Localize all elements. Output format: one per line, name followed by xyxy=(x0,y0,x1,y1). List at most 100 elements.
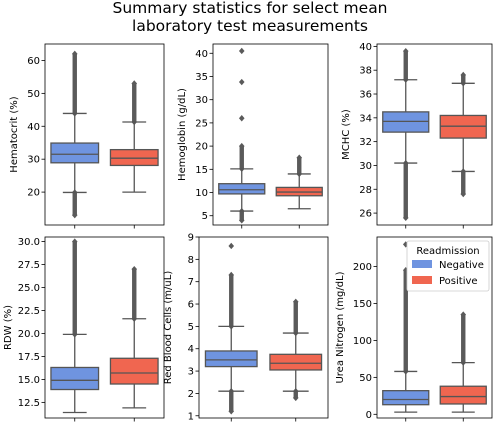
y-tick-label: 30 xyxy=(359,161,372,172)
outlier-band xyxy=(461,171,466,195)
iqr-box xyxy=(218,183,266,195)
outlier-band xyxy=(132,269,137,319)
outlier-point xyxy=(460,190,467,198)
y-tick-label: 100 xyxy=(353,336,372,347)
outlier-band xyxy=(461,314,466,363)
outlier-point xyxy=(228,242,235,250)
legend: Readmission Negative Positive xyxy=(406,240,490,292)
legend-label-positive: Positive xyxy=(439,276,478,287)
outlier-point xyxy=(460,71,467,79)
legend-swatch-positive xyxy=(412,276,432,284)
figure-title-line2: laboratory test measurements xyxy=(132,17,368,35)
outlier-band xyxy=(229,391,234,412)
y-axis-label: Red Blood Cells (m/uL) xyxy=(163,271,174,385)
box-negative xyxy=(204,242,258,415)
panel-4: 12.5 15.0 17.5 20.0 22.5 25.0 27.5 30.0 RDW (%) xyxy=(3,236,165,422)
box-positive xyxy=(269,298,323,402)
box-positive xyxy=(109,265,159,409)
outlier-point xyxy=(460,311,467,318)
y-tick-label: 25 xyxy=(195,118,208,129)
outlier-band xyxy=(403,270,408,372)
box-negative xyxy=(50,238,100,414)
y-tick-label: 150 xyxy=(353,299,372,310)
outlier-point xyxy=(292,394,299,402)
y-tick-label: 9 xyxy=(188,233,194,244)
box-positive xyxy=(109,80,159,193)
y-axis-label: Hemoglobin (g/dL) xyxy=(177,88,188,181)
y-tick-label: 50 xyxy=(359,373,372,384)
outlier-point xyxy=(238,47,245,55)
y-tick-label: 38 xyxy=(359,66,372,77)
y-tick-label: 10 xyxy=(195,188,208,199)
outlier-band xyxy=(403,163,408,218)
box-negative xyxy=(382,47,430,222)
y-tick-label: 28 xyxy=(359,185,372,196)
outlier-point xyxy=(238,217,245,224)
outlier-point xyxy=(238,142,245,150)
outlier-band xyxy=(72,192,77,216)
outlier-band xyxy=(72,241,77,335)
outlier-point xyxy=(402,214,409,222)
outlier-point xyxy=(402,47,409,55)
y-tick-label: 4 xyxy=(188,344,194,355)
y-tick-label: 22.5 xyxy=(18,306,40,317)
y-tick-label: 200 xyxy=(353,262,372,273)
y-tick-label: 5 xyxy=(202,211,208,222)
y-tick-label: 40 xyxy=(27,122,40,133)
y-axis-label: RDW (%) xyxy=(3,305,14,350)
iqr-box xyxy=(109,148,159,167)
iqr-box xyxy=(382,390,430,406)
y-tick-label: 36 xyxy=(359,90,372,101)
y-tick-label: 26 xyxy=(359,209,372,220)
y-tick-label: 20 xyxy=(27,188,40,199)
outlier-band xyxy=(293,301,298,334)
y-tick-label: 17.5 xyxy=(18,352,40,363)
outlier-band xyxy=(461,74,466,84)
y-tick-label: 27.5 xyxy=(18,260,40,271)
outlier-band xyxy=(229,274,234,327)
panel-frame xyxy=(44,236,165,419)
outlier-band xyxy=(293,391,298,398)
panel-frame xyxy=(198,236,329,419)
y-tick-label: 3 xyxy=(188,367,194,378)
iqr-box xyxy=(439,385,487,405)
outlier-point xyxy=(131,80,138,87)
y-tick-label: 32 xyxy=(359,137,372,148)
y-tick-label: 1 xyxy=(188,411,194,422)
panel-frame xyxy=(44,43,165,226)
y-tick-label: 40 xyxy=(195,49,208,60)
outlier-point xyxy=(228,408,235,415)
box-negative xyxy=(218,47,266,224)
outlier-point xyxy=(292,298,299,306)
y-tick-label: 20 xyxy=(195,142,208,153)
figure-title-line1: Summary statistics for select mean xyxy=(112,0,387,17)
box-positive xyxy=(439,71,487,198)
panel-1: 20 30 40 50 60 Hematocrit (%) xyxy=(9,43,165,229)
y-tick-label: 0 xyxy=(366,410,372,421)
box-positive xyxy=(275,154,323,210)
outlier-band xyxy=(239,211,244,221)
y-tick-label: 15.0 xyxy=(18,375,40,386)
y-tick-label: 40 xyxy=(359,42,372,53)
y-tick-label: 5 xyxy=(188,322,194,333)
y-tick-label: 7 xyxy=(188,277,194,288)
y-tick-label: 30 xyxy=(27,155,40,166)
y-tick-label: 50 xyxy=(27,89,40,100)
iqr-box xyxy=(109,357,159,385)
box-negative xyxy=(50,50,100,219)
y-axis-label: Urea Nitrogen (mg/dL) xyxy=(335,271,346,383)
outlier-band xyxy=(132,83,137,122)
outlier-band xyxy=(239,146,244,169)
outlier-point xyxy=(296,154,303,161)
legend-label-negative: Negative xyxy=(439,260,484,271)
outlier-point xyxy=(402,241,409,248)
iqr-box xyxy=(50,142,100,164)
y-tick-label: 15 xyxy=(195,165,208,176)
iqr-box xyxy=(269,353,323,371)
y-tick-label: 25.0 xyxy=(18,283,40,294)
y-tick-label: 2 xyxy=(188,389,194,400)
y-tick-label: 34 xyxy=(359,113,372,124)
legend-title: Readmission xyxy=(416,246,479,257)
y-tick-label: 6 xyxy=(188,300,194,311)
